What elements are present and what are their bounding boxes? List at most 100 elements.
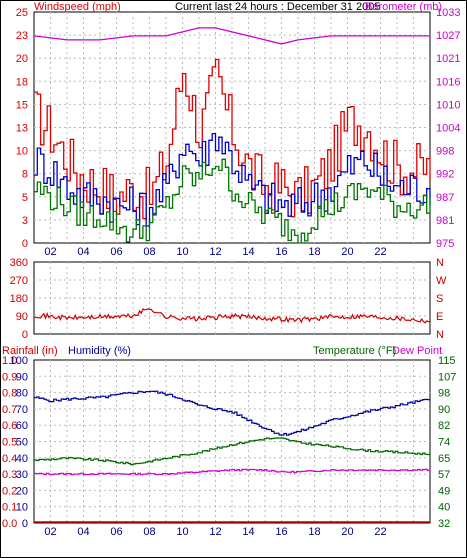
temperature-panel-x-tick-label: 04	[77, 526, 89, 538]
temperature-panel-x-tick-label: 14	[242, 526, 254, 538]
temperature-axis-tick-label: 40	[438, 502, 450, 514]
tick-layer: 02 04 06 08 10 12 14 16 18 20 22 0 3 5 8 10 13 15 18 20 23 25…	[2, 7, 460, 538]
windspeed-axis-tick-label: 25	[16, 7, 28, 19]
direction-compass-axis-tick-label: N	[436, 257, 444, 269]
direction-degree-axis-tick-label: 90	[16, 311, 28, 323]
temperature-axis-tick-label: 115	[438, 355, 456, 367]
humidity-axis-title: Humidity (%)	[68, 345, 131, 357]
wind-panel-x-tick-label: 22	[374, 246, 386, 258]
wind-low-line	[34, 158, 431, 244]
barometer-axis-tick-label: 1027	[436, 30, 460, 42]
rainfall-axis-tick-label: 0.2	[2, 485, 17, 497]
temperature-panel-x-tick-label: 16	[275, 526, 287, 538]
barometer-axis-tick-label: 1021	[436, 53, 460, 65]
rainfall-axis-tick-label: 0.5	[2, 437, 17, 449]
humidity-axis-tick-label: 0	[22, 518, 28, 530]
temperature-panel-x-tick-label: 20	[341, 526, 353, 538]
windspeed-axis-tick-label: 5	[22, 192, 28, 204]
temperature-axis-tick-label: 82	[438, 420, 450, 432]
temperature-axis-tick-label: 98	[438, 388, 450, 400]
temperature-axis-tick-label: 49	[438, 485, 450, 497]
barometer-axis-tick-label: 981	[436, 215, 454, 227]
direction-degree-axis-tick-label: 0	[22, 329, 28, 341]
rainfall-axis-title: Rainfall (in)	[2, 345, 58, 357]
humidity-axis-tick-label: 30	[16, 469, 28, 481]
temperature-axis-tick-label: 57	[438, 469, 450, 481]
temperature-panel-x-tick-label: 10	[176, 526, 188, 538]
direction-compass-axis-tick-label: S	[436, 293, 443, 305]
series-layer	[33, 27, 431, 523]
humidity-axis-tick-label: 60	[16, 420, 28, 432]
rainfall-axis-tick-label: 0.8	[2, 388, 17, 400]
humidity-axis-tick-label: 100	[10, 355, 28, 367]
humidity-axis-tick-label: 20	[16, 485, 28, 497]
grid-layer	[34, 12, 430, 523]
temperature-panel-x-tick-label: 18	[308, 526, 320, 538]
barometer-line	[33, 27, 430, 45]
wind-panel-x-tick-label: 08	[143, 246, 155, 258]
windspeed-axis-tick-label: 13	[16, 123, 28, 135]
temperature-axis-tick-label: 90	[438, 404, 450, 416]
temperature-axis-tick-label: 32	[438, 518, 450, 530]
wind-panel-x-tick-label: 12	[209, 246, 221, 258]
rainfall-axis-tick-label: 0.0	[2, 518, 17, 530]
barometer-axis-tick-label: 1004	[436, 123, 460, 135]
dew-point-line	[34, 468, 431, 476]
humidity-axis-tick-label: 40	[16, 453, 28, 465]
rainfall-axis-tick-label: 0.3	[2, 469, 17, 481]
temperature-panel-x-tick-label: 08	[143, 526, 155, 538]
wind-average-line	[34, 132, 431, 227]
barometer-axis-tick-label: 998	[436, 146, 454, 158]
windspeed-axis-tick-label: 10	[16, 146, 28, 158]
windspeed-axis-tick-label: 23	[16, 30, 28, 42]
rainfall-axis-tick-label: 0.6	[2, 420, 17, 432]
barometer-axis-tick-label: 1033	[436, 7, 460, 19]
barometer-axis-tick-label: 987	[436, 192, 454, 204]
wind-panel-x-tick-label: 14	[242, 246, 254, 258]
windspeed-axis-tick-label: 18	[16, 76, 28, 88]
wind-panel-x-tick-label: 20	[341, 246, 353, 258]
rainfall-axis-tick-label: 0.4	[2, 453, 17, 465]
direction-degree-axis-tick-label: 180	[10, 293, 28, 305]
wind-panel-x-tick-label: 06	[110, 246, 122, 258]
humidity-axis-tick-label: 90	[16, 371, 28, 383]
direction-compass-axis-tick-label: W	[436, 275, 447, 287]
rainfall-axis-tick-label: 0.9	[2, 371, 17, 383]
wind-panel-x-tick-label: 10	[176, 246, 188, 258]
barometer-axis-tick-label: 992	[436, 169, 454, 181]
humidity-line	[34, 390, 431, 436]
rainfall-axis-tick-label: 0.1	[2, 502, 17, 514]
temperature-axis-title: Temperature (°F)	[313, 345, 396, 357]
humidity-axis-tick-label: 50	[16, 437, 28, 449]
humidity-axis-tick-label: 80	[16, 388, 28, 400]
barometer-axis-tick-label: 975	[436, 238, 454, 250]
windspeed-axis-tick-label: 15	[16, 99, 28, 111]
wind-direction-line	[33, 308, 431, 324]
wind-panel-x-tick-label: 16	[275, 246, 287, 258]
windspeed-axis-tick-label: 20	[16, 53, 28, 65]
wind-panel-x-tick-label: 18	[308, 246, 320, 258]
dewpoint-axis-title: Dew Point	[392, 345, 442, 357]
windspeed-axis-title: Windspeed (mph)	[34, 1, 121, 13]
direction-degree-axis-tick-label: 270	[10, 275, 28, 287]
direction-compass-axis-tick-label: N	[436, 329, 444, 341]
windspeed-axis-tick-label: 0	[22, 238, 28, 250]
temperature-axis-tick-label: 65	[438, 453, 450, 465]
windspeed-axis-tick-label: 8	[22, 169, 28, 181]
temperature-axis-tick-label: 107	[438, 371, 456, 383]
temperature-panel-x-tick-label: 02	[44, 526, 56, 538]
barometer-axis-tick-label: 1010	[436, 99, 460, 111]
chart-title: Current last 24 hours : December 31 2005	[175, 1, 380, 13]
temperature-axis-tick-label: 74	[438, 437, 450, 449]
temperature-panel-x-tick-label: 12	[209, 526, 221, 538]
barometer-axis-tick-label: 1016	[436, 76, 460, 88]
humidity-axis-tick-label: 10	[16, 502, 28, 514]
rainfall-axis-tick-label: 1.0	[2, 355, 17, 367]
temperature-panel-x-tick-label: 06	[110, 526, 122, 538]
humidity-axis-tick-label: 70	[16, 404, 28, 416]
wind-panel-x-tick-label: 02	[44, 246, 56, 258]
wind-panel-x-tick-label: 04	[77, 246, 89, 258]
rainfall-axis-tick-label: 0.7	[2, 404, 17, 416]
barometer-axis-title: Barometer (mb)	[365, 1, 442, 13]
